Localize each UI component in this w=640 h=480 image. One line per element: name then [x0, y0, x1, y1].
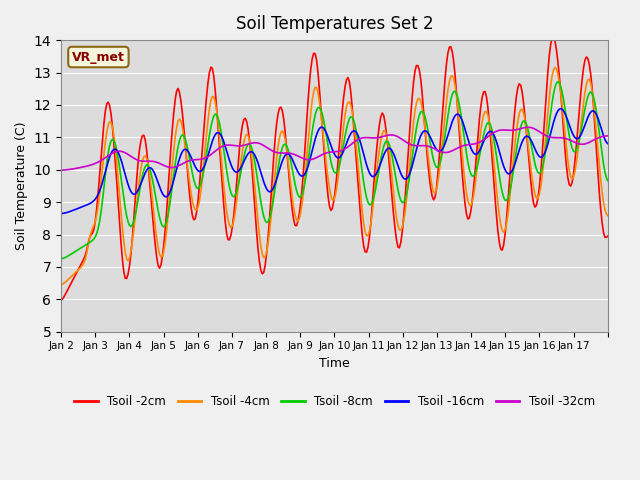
- Tsoil -16cm: [339, 151, 346, 157]
- Tsoil -8cm: [447, 97, 454, 103]
- Tsoil -4cm: [339, 135, 346, 141]
- Y-axis label: Soil Temperature (C): Soil Temperature (C): [15, 121, 28, 250]
- Tsoil -8cm: [604, 178, 612, 184]
- Tsoil -2cm: [601, 234, 609, 240]
- Tsoil -32cm: [76, 165, 83, 170]
- Title: Soil Temperatures Set 2: Soil Temperatures Set 2: [236, 15, 433, 33]
- Tsoil -2cm: [528, 191, 536, 197]
- Tsoil -4cm: [551, 64, 559, 70]
- Tsoil -4cm: [57, 282, 65, 288]
- Tsoil -2cm: [550, 34, 557, 40]
- Tsoil -32cm: [601, 133, 609, 139]
- Tsoil -32cm: [57, 167, 65, 173]
- Tsoil -32cm: [530, 126, 538, 132]
- Line: Tsoil -32cm: Tsoil -32cm: [61, 127, 608, 170]
- Tsoil -8cm: [339, 149, 346, 155]
- Tsoil -4cm: [93, 212, 100, 218]
- Tsoil -16cm: [528, 140, 536, 145]
- Tsoil -2cm: [447, 44, 454, 49]
- Tsoil -16cm: [557, 106, 564, 111]
- Tsoil -2cm: [339, 108, 346, 114]
- Tsoil -8cm: [528, 147, 536, 153]
- Legend: Tsoil -2cm, Tsoil -4cm, Tsoil -8cm, Tsoil -16cm, Tsoil -32cm: Tsoil -2cm, Tsoil -4cm, Tsoil -8cm, Tsoi…: [69, 390, 600, 413]
- Tsoil -32cm: [447, 148, 454, 154]
- Tsoil -4cm: [528, 175, 536, 181]
- Tsoil -16cm: [601, 137, 609, 143]
- Tsoil -32cm: [524, 124, 532, 130]
- Tsoil -8cm: [601, 169, 609, 175]
- Tsoil -32cm: [339, 147, 346, 153]
- Line: Tsoil -16cm: Tsoil -16cm: [61, 108, 608, 214]
- Tsoil -8cm: [57, 256, 65, 262]
- Tsoil -32cm: [604, 133, 612, 139]
- Tsoil -32cm: [93, 160, 100, 166]
- Tsoil -4cm: [76, 266, 83, 272]
- Tsoil -2cm: [76, 264, 83, 270]
- Tsoil -16cm: [57, 211, 65, 216]
- Tsoil -16cm: [447, 123, 454, 129]
- Text: VR_met: VR_met: [72, 50, 125, 63]
- Tsoil -2cm: [604, 233, 612, 239]
- Tsoil -8cm: [554, 79, 562, 84]
- Tsoil -16cm: [93, 194, 100, 200]
- Tsoil -8cm: [93, 230, 100, 236]
- Line: Tsoil -8cm: Tsoil -8cm: [61, 82, 608, 259]
- X-axis label: Time: Time: [319, 357, 350, 370]
- Tsoil -16cm: [76, 205, 83, 211]
- Tsoil -2cm: [57, 298, 65, 303]
- Tsoil -4cm: [604, 213, 612, 218]
- Line: Tsoil -4cm: Tsoil -4cm: [61, 67, 608, 285]
- Line: Tsoil -2cm: Tsoil -2cm: [61, 37, 608, 300]
- Tsoil -4cm: [601, 207, 609, 213]
- Tsoil -16cm: [604, 141, 612, 146]
- Tsoil -8cm: [76, 246, 83, 252]
- Tsoil -4cm: [447, 74, 454, 80]
- Tsoil -2cm: [93, 206, 100, 212]
